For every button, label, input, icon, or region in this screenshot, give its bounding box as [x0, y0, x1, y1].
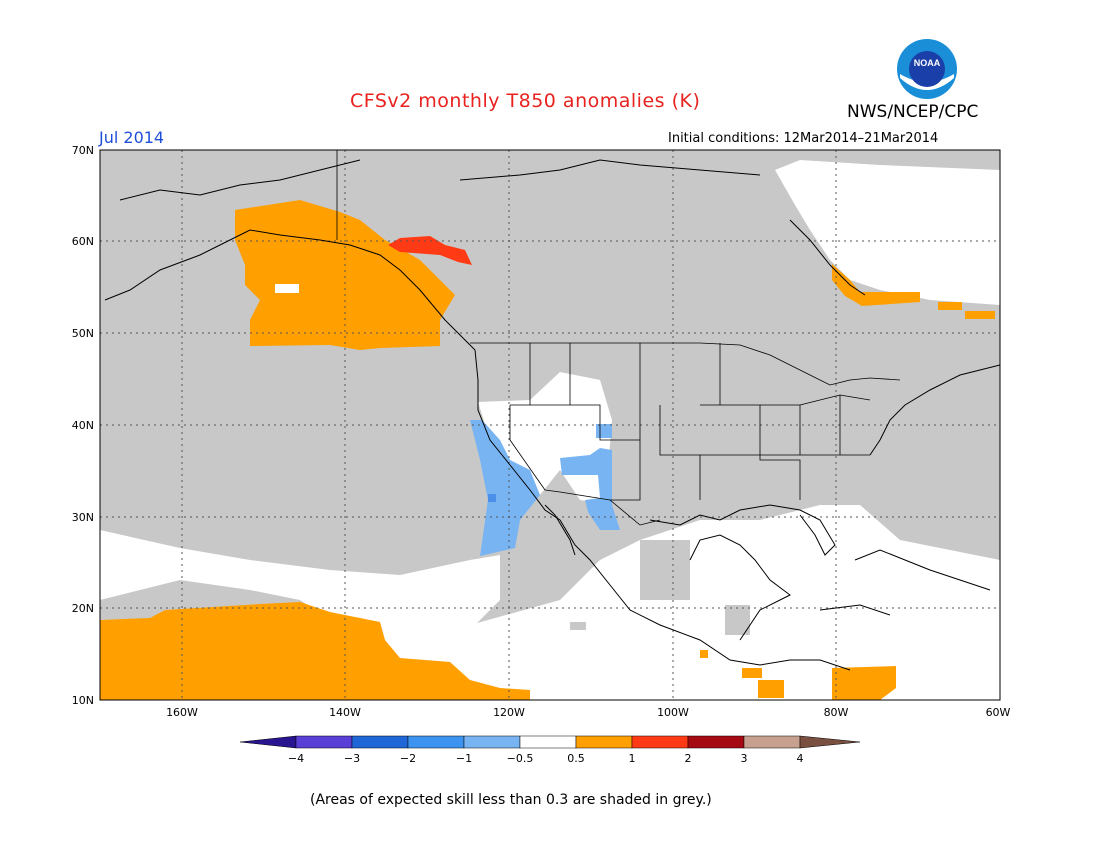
colorbar-label: −2 [400, 752, 416, 765]
cool-anomaly-southwest [560, 448, 620, 530]
cool-anomaly-california [470, 420, 540, 556]
coastlines [104, 159, 1000, 671]
forecast-month: Jul 2014 [99, 128, 165, 147]
initial-conditions: Initial conditions: 12Mar2014–21Mar2014 [668, 131, 939, 146]
lon-tick: 100W [657, 706, 689, 719]
borders [336, 150, 901, 526]
colorbar-label: 1 [629, 752, 636, 765]
warm-anomaly-yukon [388, 236, 472, 265]
colorbar-label: −4 [288, 752, 304, 765]
lon-tick: 140W [329, 706, 361, 719]
lon-tick: 120W [493, 706, 525, 719]
agency-label: NWS/NCEP/CPC [847, 102, 979, 122]
colorbar-label: −3 [344, 752, 360, 765]
lat-tick: 50N [72, 327, 94, 340]
colorbar-label: 3 [741, 752, 748, 765]
colorbar-label: 0.5 [567, 752, 585, 765]
lon-tick: 80W [824, 706, 849, 719]
lat-tick: 10N [72, 694, 94, 707]
near-zero-area [775, 160, 1000, 305]
lon-tick: 60W [986, 706, 1011, 719]
colorbar-label: 2 [685, 752, 692, 765]
colorbar-label: −1 [456, 752, 472, 765]
noaa-logo: NOAA [897, 39, 957, 99]
lon-tick: 160W [166, 706, 198, 719]
lat-tick: 60N [72, 235, 94, 248]
warm-anomaly-alaska [235, 200, 455, 350]
lat-tick: 20N [72, 602, 94, 615]
skill-footnote: (Areas of expected skill less than 0.3 a… [310, 792, 712, 808]
near-zero-area [100, 505, 1000, 700]
warm-anomaly-pacific [100, 602, 530, 700]
colorbar-label: −0.5 [507, 752, 534, 765]
lat-tick: 40N [72, 419, 94, 432]
colorbar: −4 −3 −2 −1 −0.5 0.5 1 2 3 4 [239, 735, 861, 765]
lat-tick: 70N [72, 144, 94, 157]
near-zero-area [100, 530, 500, 640]
lat-tick: 30N [72, 511, 94, 524]
logo-text: NOAA [914, 58, 941, 68]
chart-title: CFSv2 monthly T850 anomalies (K) [350, 90, 701, 112]
colorbar-label: 4 [797, 752, 804, 765]
